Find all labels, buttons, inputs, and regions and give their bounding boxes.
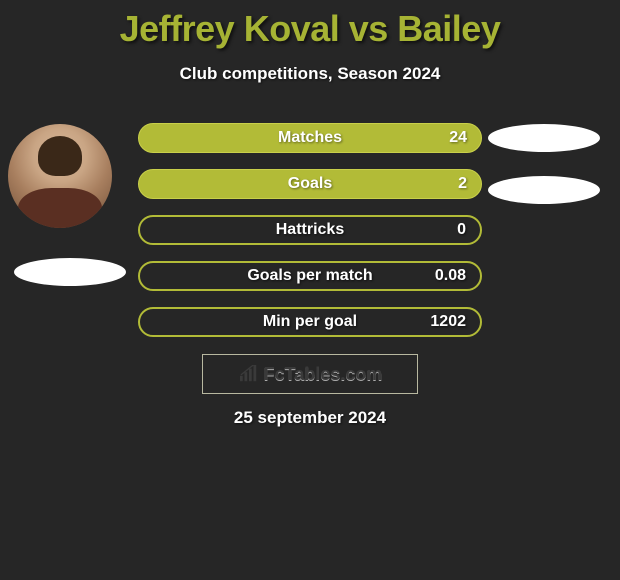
stat-row-hattricks: Hattricks 0: [138, 215, 482, 245]
page-subtitle: Club competitions, Season 2024: [0, 64, 620, 84]
stat-label: Goals per match: [247, 267, 372, 285]
stat-row-matches: Matches 24: [138, 123, 482, 153]
stat-row-min-per-goal: Min per goal 1202: [138, 307, 482, 337]
brand-text: FcTables.com: [264, 364, 383, 385]
stat-value: 1202: [430, 313, 466, 331]
footer-date: 25 september 2024: [0, 408, 620, 428]
stat-value: 24: [449, 129, 467, 147]
stat-row-goals: Goals 2: [138, 169, 482, 199]
page-title: Jeffrey Koval vs Bailey: [0, 0, 620, 50]
bar-chart-icon: [238, 365, 260, 383]
stat-value: 0.08: [435, 267, 466, 285]
brand-badge: FcTables.com: [202, 354, 418, 394]
player-left-placeholder: [14, 258, 126, 286]
player-right-placeholder-2: [488, 176, 600, 204]
stat-label: Goals: [288, 175, 332, 193]
stat-label: Matches: [278, 129, 342, 147]
stat-label: Hattricks: [276, 221, 344, 239]
stat-row-goals-per-match: Goals per match 0.08: [138, 261, 482, 291]
player-right-placeholder-1: [488, 124, 600, 152]
stat-value: 2: [458, 175, 467, 193]
stat-label: Min per goal: [263, 313, 357, 331]
player-left-avatar: [8, 124, 112, 228]
stat-value: 0: [457, 221, 466, 239]
stats-bars: Matches 24 Goals 2 Hattricks 0 Goals per…: [138, 123, 482, 353]
